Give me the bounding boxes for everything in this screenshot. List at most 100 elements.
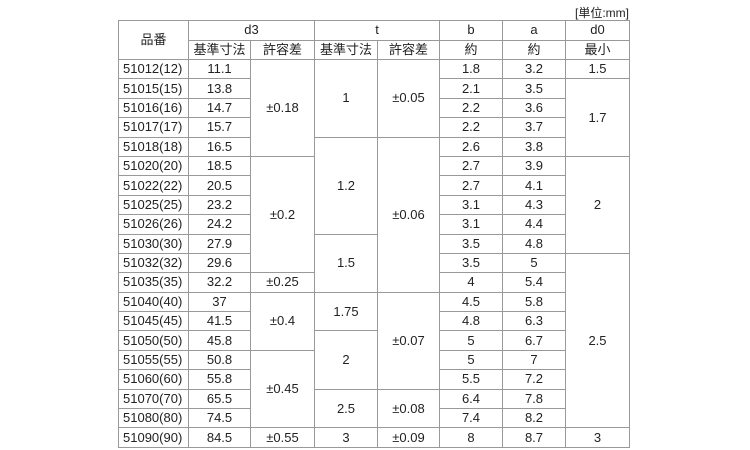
part-no-cell: 51015(15) <box>118 78 189 99</box>
b-cell: 2.7 <box>439 155 503 177</box>
d3-basic-cell: 74.5 <box>188 408 251 429</box>
part-no-cell: 51090(90) <box>118 427 189 448</box>
t-basic-cell: 1.5 <box>314 233 378 293</box>
d0-cell: 2.5 <box>565 252 630 429</box>
a-cell: 8.2 <box>502 408 566 429</box>
table-row: 51080(80) 74.5 7.4 8.2 <box>118 408 630 429</box>
d3-basic-cell: 20.5 <box>188 175 251 196</box>
b-cell: 2.2 <box>439 117 503 138</box>
a-cell: 6.3 <box>502 311 566 332</box>
d0-cell: 1.5 <box>565 58 630 80</box>
b-cell: 1.8 <box>439 58 503 80</box>
b-cell: 4.8 <box>439 311 503 332</box>
part-no-cell: 51060(60) <box>118 369 189 390</box>
t-basic-cell: 1.2 <box>314 136 378 235</box>
d3-basic-cell: 27.9 <box>188 233 251 254</box>
a-cell: 4.4 <box>502 214 566 235</box>
d3-tol-cell: ±0.55 <box>250 427 315 448</box>
t-tol-cell: ±0.08 <box>377 388 440 429</box>
header-part-no: 品番 <box>118 20 189 60</box>
header-a-sub: 約 <box>502 39 566 60</box>
d3-basic-cell: 15.7 <box>188 117 251 138</box>
part-no-cell: 51026(26) <box>118 214 189 235</box>
b-cell: 5 <box>439 330 503 351</box>
part-no-cell: 51055(55) <box>118 349 189 371</box>
table-row: 51026(26) 24.2 3.1 4.4 <box>118 214 630 235</box>
d3-basic-cell: 84.5 <box>188 427 251 448</box>
t-basic-cell: 1.75 <box>314 291 378 332</box>
d3-basic-cell: 23.2 <box>188 194 251 216</box>
a-cell: 4.8 <box>502 233 566 254</box>
part-no-cell: 51016(16) <box>118 97 189 119</box>
header-b-sub: 約 <box>439 39 503 60</box>
b-cell: 7.4 <box>439 408 503 429</box>
b-cell: 6.4 <box>439 388 503 410</box>
table-row: 51022(22) 20.5 2.7 4.1 <box>118 175 630 196</box>
t-basic-cell: 2.5 <box>314 388 378 429</box>
d3-basic-cell: 14.7 <box>188 97 251 119</box>
header-d3-basic: 基準寸法 <box>188 39 251 60</box>
b-cell: 3.1 <box>439 194 503 216</box>
d0-cell: 1.7 <box>565 78 630 157</box>
d3-basic-cell: 11.1 <box>188 58 251 80</box>
part-no-cell: 51050(50) <box>118 330 189 351</box>
b-cell: 3.5 <box>439 252 503 274</box>
header-b: b <box>439 20 503 41</box>
table-row: 51015(15) 13.8 2.1 3.5 1.7 <box>118 78 630 157</box>
a-cell: 4.1 <box>502 175 566 196</box>
b-cell: 2.6 <box>439 136 503 157</box>
a-cell: 3.9 <box>502 155 566 177</box>
table-row: 51020(20) 18.5 ±0.2 2.7 3.9 2 <box>118 155 630 274</box>
header-t: t <box>314 20 440 41</box>
d3-basic-cell: 29.6 <box>188 252 251 274</box>
part-no-cell: 51045(45) <box>118 311 189 332</box>
b-cell: 2.2 <box>439 97 503 119</box>
part-no-cell: 51017(17) <box>118 117 189 138</box>
table-row: 51030(30) 27.9 1.5 3.5 4.8 <box>118 233 630 293</box>
table-row: 51017(17) 15.7 2.2 3.7 <box>118 117 630 138</box>
t-tol-cell: ±0.05 <box>377 59 440 138</box>
header-t-basic: 基準寸法 <box>314 39 378 60</box>
d3-basic-cell: 32.2 <box>188 272 251 293</box>
b-cell: 5.5 <box>439 369 503 390</box>
header-a: a <box>502 20 566 41</box>
a-cell: 3.7 <box>502 117 566 138</box>
table-row: 51055(55) 50.8 ±0.45 5 7 <box>118 349 630 429</box>
part-no-cell: 51030(30) <box>118 233 189 254</box>
d3-basic-cell: 50.8 <box>188 349 251 371</box>
d3-tol-cell: ±0.25 <box>250 272 315 293</box>
d3-basic-cell: 24.2 <box>188 214 251 235</box>
d3-basic-cell: 37 <box>188 291 251 313</box>
part-no-cell: 51020(20) <box>118 155 189 177</box>
table-row: 51035(35) 32.2 ±0.25 4 5.4 <box>118 272 630 293</box>
d3-tol-cell: ±0.18 <box>250 59 315 157</box>
d0-cell: 2 <box>565 155 630 254</box>
a-cell: 3.8 <box>502 136 566 157</box>
t-tol-cell: ±0.07 <box>377 291 440 390</box>
table-row: 51050(50) 45.8 2 5 6.7 <box>118 330 630 390</box>
header-d3: d3 <box>188 20 315 41</box>
table-row: 51090(90) 84.5 ±0.55 3 ±0.09 8 8.7 3 <box>118 427 630 448</box>
t-tol-cell: ±0.09 <box>377 427 440 448</box>
d3-basic-cell: 41.5 <box>188 311 251 332</box>
part-no-cell: 51040(40) <box>118 291 189 313</box>
d3-tol-cell: ±0.2 <box>250 155 315 274</box>
d3-basic-cell: 18.5 <box>188 155 251 177</box>
table-row: 51070(70) 65.5 2.5 ±0.08 6.4 7.8 <box>118 388 630 429</box>
d3-basic-cell: 65.5 <box>188 388 251 410</box>
b-cell: 2.7 <box>439 175 503 196</box>
table-row: 51045(45) 41.5 4.8 6.3 <box>118 311 630 332</box>
b-cell: 5 <box>439 349 503 371</box>
part-no-cell: 51012(12) <box>118 58 189 80</box>
a-cell: 6.7 <box>502 330 566 351</box>
t-tol-cell: ±0.06 <box>377 136 440 293</box>
table-row: 51018(18) 16.5 1.2 ±0.06 2.6 3.8 <box>118 136 630 293</box>
part-no-cell: 51080(80) <box>118 408 189 429</box>
a-cell: 3.2 <box>502 58 566 80</box>
a-cell: 5.8 <box>502 291 566 313</box>
a-cell: 5.4 <box>502 272 566 293</box>
unit-label: [単位:mm] <box>575 6 629 20</box>
d3-basic-cell: 16.5 <box>188 136 251 157</box>
t-basic-cell: 2 <box>314 330 378 390</box>
d3-basic-cell: 45.8 <box>188 330 251 351</box>
